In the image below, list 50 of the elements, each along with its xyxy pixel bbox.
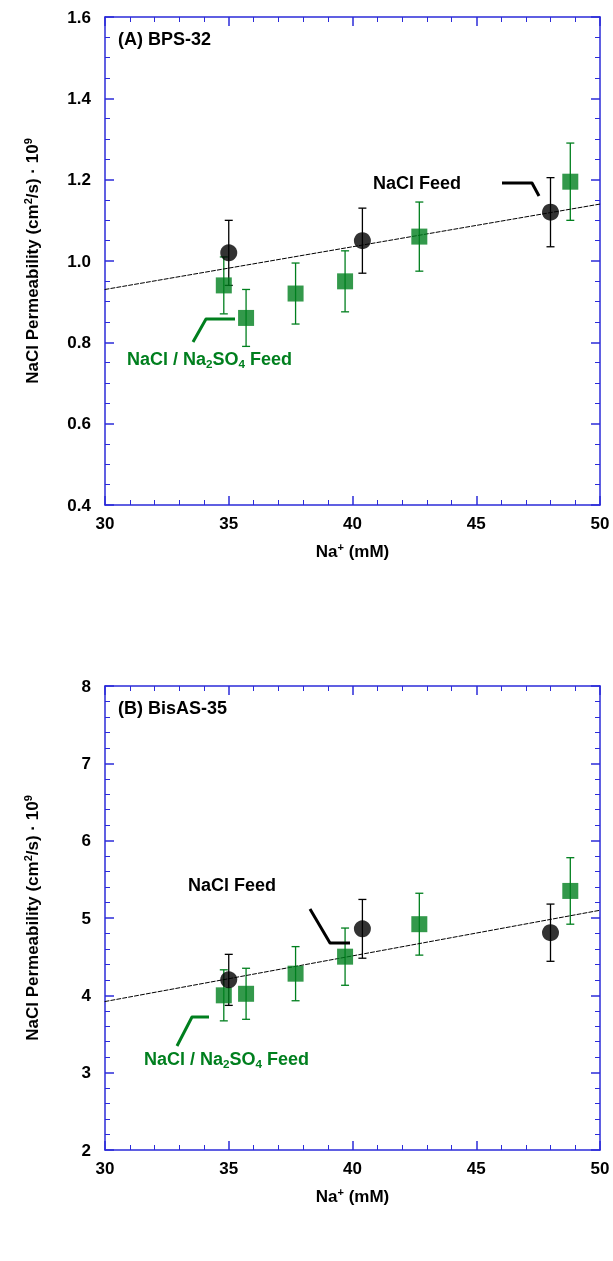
point [287,285,304,302]
x-tick-label: 35 [219,1159,239,1178]
x-tick-label: 30 [95,1159,115,1178]
y-axis-title: NaCl Permeability (cm2/s) · 109 [22,138,43,384]
y-tick-label: 0.4 [67,495,92,515]
point [411,228,428,245]
point [542,924,559,942]
y-tick-label: 0.6 [67,414,91,434]
x-tick-label: 35 [219,514,239,533]
x-tick-label: 30 [95,514,115,533]
point [287,965,304,982]
y-tick-label: 6 [81,831,91,851]
y-tick-label: 1.2 [67,170,91,190]
point [220,244,238,262]
x-tick-label: 50 [590,514,610,533]
point [238,309,255,326]
point [542,203,559,221]
y-tick-label: 7 [81,753,91,773]
point [238,985,255,1002]
legend-label: NaCl Feed [373,173,462,193]
text: (A) BPS-32 [118,29,212,49]
point [562,173,579,190]
point [337,948,354,965]
text: NaCl Feed [188,875,277,895]
y-tick-label: 1.6 [67,7,91,27]
point [220,971,238,989]
x-tick-label: 40 [343,514,362,533]
point [411,916,428,933]
point [353,232,371,250]
y-tick-label: 4 [81,985,92,1005]
x-tick-label: 40 [343,1159,362,1178]
y-tick-label: 8 [81,676,91,696]
x-axis-title: Na+ (mM) [315,540,390,561]
y-tick-label: 2 [81,1140,91,1160]
y-tick-label: 1.4 [67,88,92,108]
point [215,987,232,1004]
y-tick-label: 3 [81,1063,91,1083]
y-axis-title: NaCl Permeability (cm2/s) · 109 [22,795,43,1041]
x-tick-label: 45 [466,514,486,533]
point [337,273,354,290]
y-tick-label: 5 [81,908,91,928]
x-axis-title: Na+ (mM) [315,1185,390,1206]
y-tick-label: 0.8 [67,332,91,352]
point [215,277,232,294]
x-tick-label: 50 [590,1159,610,1178]
y-tick-label: 1.0 [67,251,91,271]
point [353,920,371,938]
point [562,882,579,899]
x-tick-label: 45 [466,1159,486,1178]
text: (B) BisAS-35 [118,698,228,718]
